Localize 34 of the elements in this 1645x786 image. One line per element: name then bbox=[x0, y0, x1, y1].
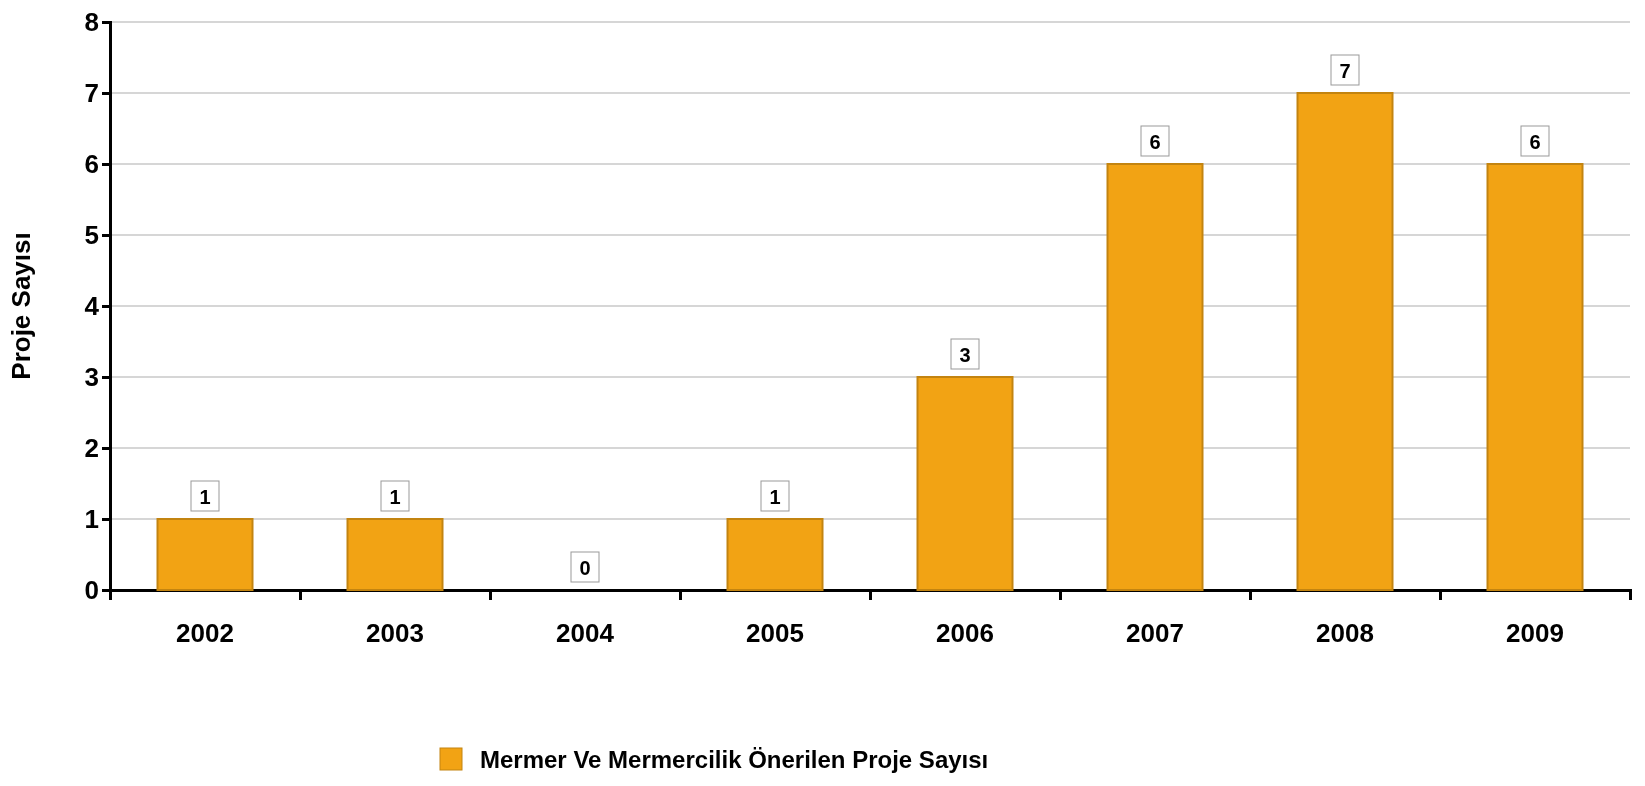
bar bbox=[726, 518, 824, 591]
bar bbox=[1486, 163, 1584, 591]
x-tick-label: 2004 bbox=[556, 618, 615, 648]
y-tick-label: 5 bbox=[84, 219, 99, 250]
bar bbox=[916, 376, 1014, 591]
x-tick-label: 2002 bbox=[176, 618, 234, 648]
x-tick-label: 2005 bbox=[746, 618, 804, 648]
x-tick-label: 2009 bbox=[1506, 618, 1564, 648]
data-label: 1 bbox=[389, 486, 401, 508]
y-tick-label: 7 bbox=[84, 77, 99, 108]
bar bbox=[1106, 163, 1204, 591]
bar bbox=[346, 518, 444, 591]
y-tick-label: 0 bbox=[84, 574, 99, 605]
bar bbox=[156, 518, 254, 591]
y-axis-title: Proje Sayısı bbox=[6, 232, 36, 380]
data-label: 1 bbox=[769, 486, 781, 508]
bar bbox=[1296, 92, 1394, 591]
y-tick-label: 1 bbox=[84, 503, 99, 534]
x-tick-label: 2006 bbox=[936, 618, 994, 648]
y-tick-label: 4 bbox=[84, 290, 100, 321]
x-tick-label: 2003 bbox=[366, 618, 424, 648]
x-tick-label: 2008 bbox=[1316, 618, 1374, 648]
data-label: 7 bbox=[1339, 60, 1351, 82]
y-tick-label: 6 bbox=[84, 148, 99, 179]
legend-label: Mermer Ve Mermercilik Önerilen Proje Sayısı bbox=[480, 746, 989, 773]
x-tick-label: 2007 bbox=[1126, 618, 1184, 648]
data-label: 3 bbox=[959, 344, 971, 366]
data-label: 0 bbox=[579, 557, 591, 579]
y-tick-label: 8 bbox=[84, 6, 99, 37]
data-label: 6 bbox=[1149, 131, 1161, 153]
y-tick-label: 2 bbox=[84, 432, 99, 463]
y-tick-label: 3 bbox=[84, 361, 99, 392]
data-label: 1 bbox=[199, 486, 211, 508]
data-label: 6 bbox=[1529, 131, 1541, 153]
